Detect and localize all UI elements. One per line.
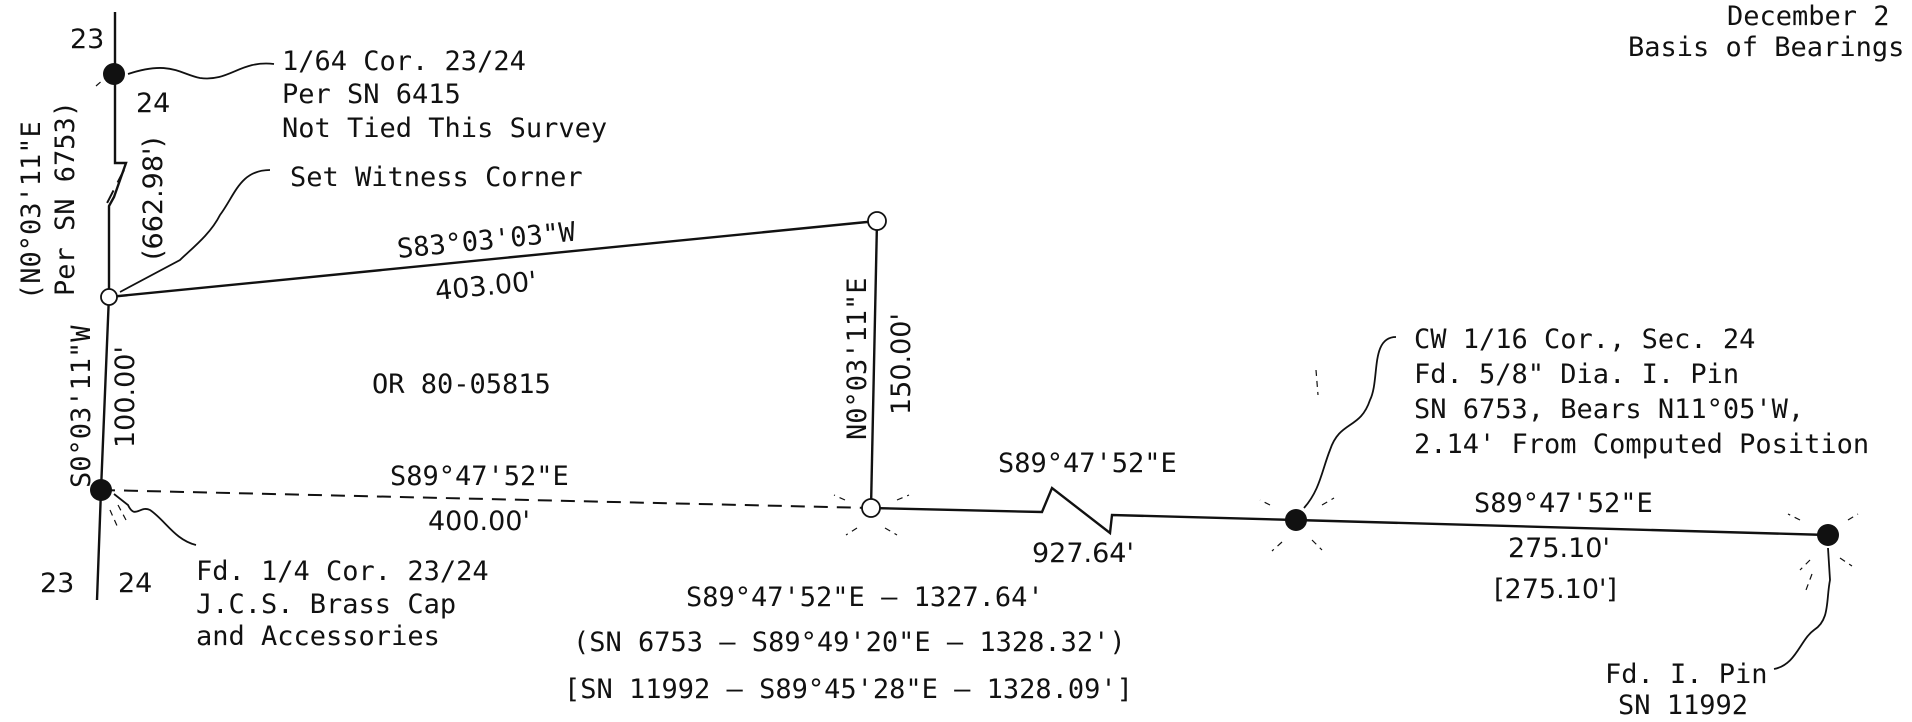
iron-pin-marker xyxy=(1817,524,1839,546)
parcel-label: OR 80-05815 xyxy=(372,369,551,400)
leader-cw-sixteenth xyxy=(1303,336,1397,509)
southeast-parcel-corner-marker xyxy=(861,498,881,518)
west-line-bearing: S0°03'11"W xyxy=(66,325,97,488)
monument-accessory-ticks xyxy=(109,369,1859,591)
section-number-bottom-right: 24 xyxy=(118,568,152,599)
sixtyfourth-corner-marker xyxy=(103,63,125,85)
south-middle-distance: 927.64' xyxy=(1032,538,1134,569)
callout-quarter-line-2: J.C.S. Brass Cap xyxy=(196,589,456,620)
east-line-bearing: N0°03'11"E xyxy=(842,277,873,440)
callout-iron-pin: Fd. I. Pin SN 11992 xyxy=(1605,659,1768,721)
parcel-east-line xyxy=(869,220,879,509)
south-east-distance: 275.10' xyxy=(1508,533,1610,564)
south-section-line xyxy=(870,486,1829,537)
west-section-line-upper xyxy=(107,12,128,295)
south-parcel-distance: 400.00' xyxy=(428,506,530,537)
callout-quarter-line-3: and Accessories xyxy=(196,621,440,652)
callout-witness-line-1: Set Witness Corner xyxy=(290,162,583,193)
northeast-corner-marker xyxy=(867,211,887,231)
section-number-bottom-left: 23 xyxy=(40,568,74,599)
callout-witness-corner: Set Witness Corner xyxy=(290,162,583,193)
callout-cw-line-4: 2.14' From Computed Position xyxy=(1414,429,1869,460)
leader-lines xyxy=(113,62,1831,670)
west-section-line-lower xyxy=(95,294,111,601)
north-line-distance: 403.00' xyxy=(434,266,538,307)
total-line-3: [SN 11992 – S89°45'28"E – 1328.09'] xyxy=(564,674,1133,705)
witness-corner-marker xyxy=(100,288,118,306)
west-line-distance: 100.00' xyxy=(110,346,141,448)
south-parcel-bearing: S89°47'52"E xyxy=(390,461,569,492)
callout-sixtyfourth-line-1: 1/64 Cor. 23/24 xyxy=(282,46,526,77)
quarter-corner-marker xyxy=(90,479,112,501)
total-line-1: S89°47'52"E – 1327.64' xyxy=(686,582,1044,613)
south-east-bearing: S89°47'52"E xyxy=(1474,488,1653,519)
west-record-dashed-top xyxy=(95,71,113,87)
total-line-2: (SN 6753 – S89°49'20"E – 1328.32') xyxy=(573,627,1126,658)
west-record-distance: (662.98') xyxy=(138,137,169,260)
parcel-north-line xyxy=(108,219,878,299)
callout-iron-pin-line-1: Fd. I. Pin xyxy=(1605,659,1768,690)
basis-of-bearings-fragment: Basis of Bearings xyxy=(1628,32,1904,63)
north-line-bearing: S83°03'03"W xyxy=(396,217,578,265)
date-fragment: December 2 xyxy=(1727,1,1890,32)
south-middle-bearing: S89°47'52"E xyxy=(998,448,1177,479)
callout-quarter-corner: Fd. 1/4 Cor. 23/24 J.C.S. Brass Cap and … xyxy=(196,556,489,652)
callout-sixtyfourth-line-2: Per SN 6415 xyxy=(282,79,461,110)
south-east-record-distance: [275.10'] xyxy=(1494,574,1617,605)
east-line-distance: 150.00' xyxy=(886,313,917,415)
leader-quarter-corner xyxy=(113,493,197,546)
west-record-source: Per SN 6753) xyxy=(50,101,81,296)
west-record-bearing: (N0°03'11"E xyxy=(16,121,47,300)
callout-quarter-line-1: Fd. 1/4 Cor. 23/24 xyxy=(196,556,489,587)
leader-witness-corner xyxy=(119,169,271,293)
parcel-south-line xyxy=(100,489,872,509)
section-number-top-left: 23 xyxy=(70,24,104,55)
callout-sixtyfourth-corner: 1/64 Cor. 23/24 Per SN 6415 Not Tied Thi… xyxy=(282,46,607,144)
callout-iron-pin-line-2: SN 11992 xyxy=(1618,690,1748,721)
section-number-top-right: 24 xyxy=(136,88,170,119)
callout-cw-line-2: Fd. 5/8" Dia. I. Pin xyxy=(1414,359,1739,390)
callout-cw-line-3: SN 6753, Bears N11°05'W, xyxy=(1414,394,1804,425)
callout-sixtyfourth-line-3: Not Tied This Survey xyxy=(282,113,607,144)
cw-sixteenth-corner-marker xyxy=(1285,509,1307,531)
west-record-dashed xyxy=(103,169,125,210)
callout-cw-line-1: CW 1/16 Cor., Sec. 24 xyxy=(1414,324,1755,355)
leader-iron-pin xyxy=(1773,547,1831,670)
monuments xyxy=(90,63,1859,591)
callout-cw-sixteenth-corner: CW 1/16 Cor., Sec. 24 Fd. 5/8" Dia. I. P… xyxy=(1414,324,1869,460)
leader-sixtyfourth-corner xyxy=(127,62,275,80)
